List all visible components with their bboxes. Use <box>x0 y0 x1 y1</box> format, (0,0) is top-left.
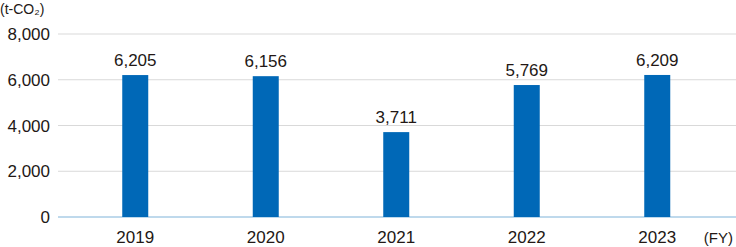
x-tick-label: 2020 <box>247 228 285 247</box>
bars <box>122 75 670 217</box>
bar <box>253 76 279 217</box>
y-tick-label: 8,000 <box>7 25 50 44</box>
bar <box>644 75 670 217</box>
chart: 0 2,000 4,000 6,000 8,000 (t-CO₂) 6,205 6,156 3,… <box>0 0 736 247</box>
data-label: 6,156 <box>244 52 287 71</box>
grid-line <box>58 79 736 80</box>
x-tick-label: 2022 <box>508 228 546 247</box>
y-tick-label: 6,000 <box>7 71 50 90</box>
data-label: 6,209 <box>636 51 679 70</box>
bar <box>383 132 409 217</box>
bar <box>514 85 540 217</box>
y-axis-title: (t-CO₂) <box>0 1 44 17</box>
data-label: 6,205 <box>114 51 157 70</box>
y-tick-label: 2,000 <box>7 162 50 181</box>
y-tick-label: 0 <box>41 208 50 227</box>
y-tick-label: 4,000 <box>7 117 50 136</box>
x-axis-title: (FY) <box>704 229 733 246</box>
x-tick-label: 2019 <box>116 228 154 247</box>
data-label: 3,711 <box>376 108 417 127</box>
bar <box>122 75 148 217</box>
x-tick-label: 2023 <box>638 228 676 247</box>
x-tick-label: 2021 <box>377 228 415 247</box>
grid-line <box>58 34 736 35</box>
data-label: 5,769 <box>505 61 548 80</box>
